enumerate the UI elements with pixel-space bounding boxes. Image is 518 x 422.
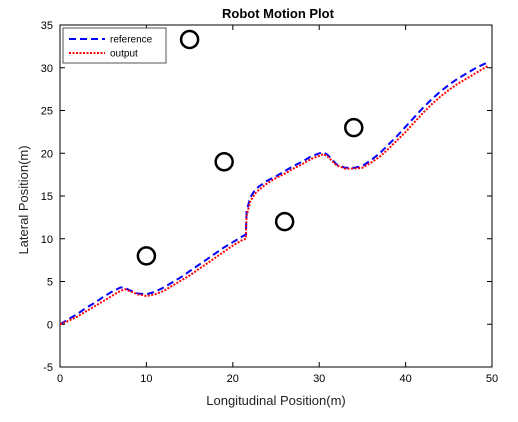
x-tick-label: 30: [313, 373, 325, 385]
series-line-output: [59, 65, 489, 326]
y-tick-label: 30: [41, 63, 53, 75]
obstacle-circle-2: [179, 29, 200, 50]
legend-label-reference: reference: [110, 35, 153, 46]
y-tick-label: 20: [41, 148, 53, 160]
y-tick-label: 0: [47, 319, 53, 331]
y-tick-label: -5: [43, 362, 53, 374]
x-tick-label: 0: [57, 373, 63, 385]
x-tick-label: 10: [140, 373, 152, 385]
obstacle-circle-5: [344, 117, 364, 138]
obstacle-circle-4: [274, 211, 295, 232]
plot-area: 0 10 20 30 40 50 -5 0 5 10 15 20 25 30 35 reference outp…: [41, 20, 498, 385]
y-tick-label: 35: [41, 20, 53, 32]
x-tick-label: 20: [227, 373, 239, 385]
legend-label-output: output: [110, 49, 138, 60]
x-axis-title: Longitudinal Position(m): [206, 393, 345, 408]
legend: reference output: [62, 27, 167, 64]
y-tick-label: 15: [41, 191, 53, 203]
y-tick-label: 5: [47, 277, 53, 289]
y-tick-label: 25: [41, 106, 53, 118]
chart-title: Robot Motion Plot: [222, 6, 335, 21]
obstacle-circle-3: [214, 152, 234, 172]
series-line-reference: [59, 61, 489, 326]
legend-box: [62, 27, 167, 64]
y-tick-label: 10: [41, 234, 53, 246]
y-axis-title: Lateral Position(m): [16, 145, 31, 254]
obstacle-circle-1: [136, 246, 157, 266]
x-tick-label: 50: [486, 373, 498, 385]
x-tick-label: 40: [399, 373, 411, 385]
plot-frame: [59, 24, 493, 368]
